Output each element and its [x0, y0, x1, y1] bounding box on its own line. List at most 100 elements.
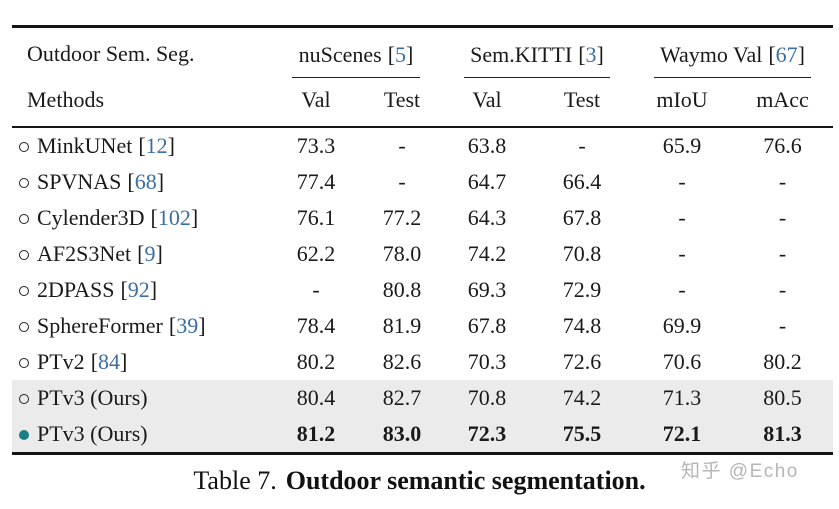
table-body: MinkUNet [12] 73.3 - 63.8 - 65.9 76.6 SPV…: [12, 125, 833, 454]
bracket-open-icon: [: [768, 42, 776, 67]
table-caption: Table 7. Outdoor semantic segmentation.: [0, 466, 839, 496]
metric-value: 82.7: [382, 384, 422, 410]
metric-value: 72.6: [562, 348, 602, 374]
bracket-close-icon: ]: [797, 42, 805, 67]
citation[interactable]: [67]: [768, 42, 805, 67]
table-row: Cylender3D [102] 76.1 77.2 64.3 67.8 - -: [12, 200, 833, 236]
citation-number: 102: [157, 204, 191, 230]
metric-value: -: [312, 276, 320, 302]
citation[interactable]: [5]: [388, 42, 414, 67]
citation-number: 84: [98, 348, 121, 374]
table-corner-label: Outdoor Sem. Seg.: [27, 41, 195, 66]
method-name: PTv3 (Ours): [37, 384, 148, 410]
bracket-close-icon: ]: [190, 204, 199, 230]
bracket-open-icon: [: [387, 42, 396, 67]
method-cell: PTv3 (Ours): [12, 416, 270, 454]
group-underline: [464, 76, 610, 78]
metric-value: 66.4: [562, 168, 602, 194]
citation[interactable]: [3]: [578, 42, 604, 67]
citation[interactable]: [12]: [138, 133, 175, 158]
col-header-nuscenes-test: Test: [383, 86, 421, 112]
bracket-open-icon: [: [578, 42, 586, 67]
bracket-open-icon: [: [127, 168, 135, 194]
metric-value: -: [678, 276, 686, 302]
bracket-close-icon: ]: [149, 276, 158, 302]
method-marker-icon: [19, 357, 29, 368]
method-cell: SPVNAS [68]: [12, 164, 270, 200]
method-cell: MinkUNet [12]: [12, 125, 270, 164]
metric-value: 70.8: [562, 240, 602, 266]
metric-value: 73.3: [270, 125, 362, 164]
metric-value: 77.4: [296, 168, 336, 194]
citation[interactable]: [84]: [91, 349, 128, 374]
bracket-close-icon: ]: [406, 42, 414, 67]
citation[interactable]: [102]: [151, 205, 199, 230]
metric-value: 75.5: [562, 420, 602, 446]
table-row: AF2S3Net [9] 62.2 78.0 74.2 70.8 - -: [12, 236, 833, 272]
citation-number: 67: [775, 42, 798, 67]
metric-value: 67.8: [467, 312, 507, 338]
metric-value: 65.9: [632, 125, 732, 164]
citation[interactable]: [68]: [127, 169, 164, 194]
method-name: Cylender3D: [37, 204, 145, 230]
metric-value: 81.9: [382, 312, 422, 338]
method-marker-icon: [19, 177, 29, 188]
metric-value: 74.2: [562, 384, 602, 410]
citation-number: 39: [176, 312, 199, 338]
bracket-close-icon: ]: [167, 132, 175, 158]
bracket-close-icon: ]: [120, 348, 128, 374]
metric-value: 83.0: [382, 420, 422, 446]
metric-value: 74.2: [467, 240, 507, 266]
bracket-open-icon: [: [138, 132, 146, 158]
method-marker-icon: [19, 393, 29, 404]
metric-value: -: [678, 240, 686, 266]
metric-value: 64.7: [467, 168, 507, 194]
group-underline: [292, 76, 420, 78]
metric-value: 78.0: [382, 240, 422, 266]
caption-title: Outdoor semantic segmentation.: [285, 466, 646, 495]
method-cell: 2DPASS [92]: [12, 272, 270, 308]
method-name: PTv3 (Ours): [37, 420, 148, 446]
metric-value: 80.2: [296, 348, 336, 374]
metric-value: -: [778, 204, 787, 230]
metric-value: 72.3: [467, 420, 507, 446]
metric-value: 70.3: [467, 348, 507, 374]
method-cell: Cylender3D [102]: [12, 200, 270, 236]
group-name: Waymo Val: [660, 42, 763, 67]
metric-value: 76.6: [732, 125, 833, 164]
table-row: PTv3 (Ours) 81.2 83.0 72.3 75.5 72.1 81.…: [12, 415, 833, 454]
method-name: PTv2: [37, 348, 85, 374]
col-header-waymo-macc: mAcc: [756, 86, 809, 112]
metric-value: -: [778, 240, 787, 266]
col-header-semkitti-test: Test: [563, 86, 601, 112]
metric-value: 80.5: [763, 384, 802, 410]
zhihu-watermark: 知乎 @Echo: [681, 461, 799, 482]
method-marker-icon: [19, 213, 29, 224]
method-name: AF2S3Net: [37, 240, 132, 266]
method-name: SphereFormer: [37, 312, 163, 338]
bracket-open-icon: [: [137, 240, 145, 266]
citation[interactable]: [92]: [120, 277, 157, 302]
metric-value: 72.9: [562, 276, 602, 302]
metric-value: 71.3: [662, 384, 702, 410]
results-table-area: Outdoor Sem. Seg. nuScenes [5] Sem.KITTI[…: [12, 25, 833, 455]
column-header-row: Methods Val Test Val Test mIoU mAcc: [12, 78, 833, 127]
metric-value: 62.2: [296, 240, 336, 266]
method-marker-icon: [19, 249, 29, 260]
table-row: PTv2 [84] 80.2 82.6 70.3 72.6 70.6 80.2: [12, 344, 833, 380]
metric-value: -: [778, 168, 787, 194]
col-header-methods: Methods: [27, 86, 104, 112]
metric-value: 82.6: [382, 348, 422, 374]
group-header-row: Outdoor Sem. Seg. nuScenes [5] Sem.KITTI[…: [12, 27, 833, 78]
table-row: SphereFormer [39] 78.4 81.9 67.8 74.8 69.…: [12, 308, 833, 344]
table-row: SPVNAS [68] 77.4 - 64.7 66.4 - -: [12, 164, 833, 200]
metric-value: 69.3: [467, 276, 507, 302]
method-cell: PTv2 [84]: [12, 344, 270, 380]
citation[interactable]: [39]: [169, 313, 206, 338]
metric-value: 78.4: [296, 312, 336, 338]
method-cell: PTv3 (Ours): [12, 380, 270, 416]
citation[interactable]: [9]: [137, 241, 163, 266]
metric-value: 72.1: [662, 420, 702, 446]
metric-value: 80.4: [296, 384, 336, 410]
method-marker-icon: [19, 285, 29, 296]
